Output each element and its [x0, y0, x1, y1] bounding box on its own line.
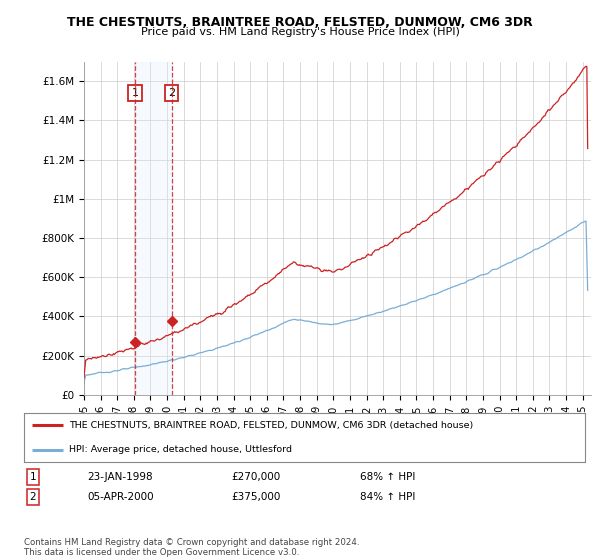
Text: £375,000: £375,000 — [231, 492, 280, 502]
Text: THE CHESTNUTS, BRAINTREE ROAD, FELSTED, DUNMOW, CM6 3DR: THE CHESTNUTS, BRAINTREE ROAD, FELSTED, … — [67, 16, 533, 29]
Text: THE CHESTNUTS, BRAINTREE ROAD, FELSTED, DUNMOW, CM6 3DR (detached house): THE CHESTNUTS, BRAINTREE ROAD, FELSTED, … — [69, 421, 473, 430]
Text: 23-JAN-1998: 23-JAN-1998 — [87, 472, 152, 482]
Text: £270,000: £270,000 — [231, 472, 280, 482]
Text: Contains HM Land Registry data © Crown copyright and database right 2024.
This d: Contains HM Land Registry data © Crown c… — [24, 538, 359, 557]
Bar — [135, 62, 172, 395]
Text: Price paid vs. HM Land Registry's House Price Index (HPI): Price paid vs. HM Land Registry's House … — [140, 27, 460, 37]
Text: 05-APR-2000: 05-APR-2000 — [87, 492, 154, 502]
Text: 2: 2 — [168, 88, 175, 98]
Text: 1: 1 — [131, 88, 139, 98]
Text: HPI: Average price, detached house, Uttlesford: HPI: Average price, detached house, Uttl… — [69, 445, 292, 454]
Text: 84% ↑ HPI: 84% ↑ HPI — [360, 492, 415, 502]
Text: 1: 1 — [29, 472, 37, 482]
Text: 68% ↑ HPI: 68% ↑ HPI — [360, 472, 415, 482]
Text: 2: 2 — [29, 492, 37, 502]
